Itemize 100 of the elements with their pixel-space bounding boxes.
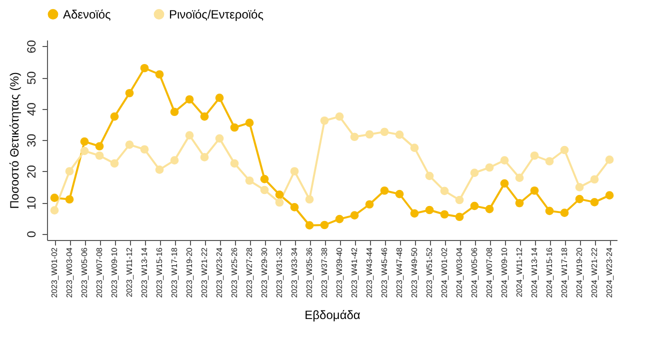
point — [125, 140, 134, 149]
point — [245, 176, 254, 185]
point — [305, 195, 314, 204]
point — [155, 166, 164, 174]
x-tick-label: 2023_W23-24 — [215, 246, 224, 298]
x-tick-label: 2024_W09-10 — [500, 246, 509, 298]
x-tick-label: 2023_W03-04 — [65, 246, 74, 298]
point — [365, 200, 374, 209]
point — [380, 128, 389, 136]
y-tick-label: 20 — [24, 164, 38, 178]
x-tick-label: 2023_W43-44 — [365, 246, 374, 298]
point — [515, 198, 524, 208]
point — [485, 163, 494, 172]
point — [110, 159, 119, 168]
point — [290, 203, 299, 212]
point — [290, 167, 299, 176]
point — [515, 174, 524, 182]
y-tick-label: 0 — [24, 230, 38, 238]
point — [245, 118, 254, 127]
point — [545, 157, 554, 166]
point — [140, 64, 149, 72]
x-tick-label: 2023_W11-12 — [125, 246, 134, 298]
point — [140, 145, 149, 154]
point — [215, 94, 224, 102]
x-tick-label: 2024_W07-08 — [485, 246, 494, 298]
point — [200, 153, 209, 162]
x-tick-label: 2024_W15-16 — [545, 246, 554, 298]
y-tick-label: 50 — [24, 71, 38, 85]
point — [155, 70, 164, 79]
point — [95, 142, 104, 150]
y-axis-title: Ποσοστό Θετικότητας (%) — [8, 72, 22, 209]
point — [440, 186, 449, 196]
point — [185, 131, 194, 140]
point — [470, 202, 479, 210]
point — [350, 132, 359, 142]
point — [545, 206, 554, 216]
point — [110, 112, 119, 121]
x-tick-label: 2023_W39-40 — [335, 246, 344, 298]
point — [500, 156, 509, 164]
x-tick-label: 2024_W13-14 — [530, 246, 539, 298]
point — [590, 175, 599, 184]
point — [575, 183, 584, 192]
point — [320, 220, 329, 230]
point — [575, 194, 584, 204]
point — [50, 206, 59, 214]
x-tick-label: 2023_W19-20 — [185, 246, 194, 298]
point — [185, 95, 194, 104]
x-tick-label: 2024_W17-18 — [560, 246, 569, 298]
x-tick-label: 2023_W33-34 — [290, 246, 299, 298]
x-axis-title: Εβδομάδα — [304, 308, 360, 322]
x-tick-label: 2023_W13-14 — [140, 246, 149, 298]
x-tick-label: 2023_W35-36 — [305, 246, 314, 298]
point — [605, 156, 614, 164]
x-tick-label: 2023_W47-48 — [395, 246, 404, 298]
point — [320, 116, 329, 125]
y-tick-label: 30 — [24, 134, 38, 148]
point — [125, 88, 134, 98]
legend-label: Ρινοϊός/Εντεροϊός — [169, 7, 264, 22]
point — [425, 206, 434, 214]
x-tick-label: 2024_W19-20 — [575, 246, 584, 298]
x-tick-label: 2023_W15-16 — [155, 246, 164, 298]
point — [395, 190, 404, 198]
x-tick-label: 2023_W37-38 — [320, 246, 329, 298]
point — [470, 168, 479, 177]
x-tick-label: 2023_W49-50 — [410, 246, 419, 298]
point — [275, 198, 284, 207]
x-tick-label: 2023_W25-26 — [230, 246, 239, 298]
point — [560, 208, 569, 217]
point — [380, 186, 389, 195]
legend-label: Αδενοϊός — [63, 7, 112, 22]
point — [485, 204, 494, 214]
x-tick-label: 2024_W01-02 — [440, 246, 449, 298]
point — [50, 194, 59, 202]
point — [335, 112, 344, 121]
point — [590, 198, 599, 206]
x-tick-label: 2023_W51-52 — [425, 246, 434, 298]
y-tick-label: 10 — [24, 196, 38, 210]
point — [365, 130, 374, 139]
point — [455, 212, 464, 222]
point — [395, 130, 404, 139]
point — [260, 186, 269, 194]
x-tick-label: 2024_W03-04 — [455, 246, 464, 298]
x-tick-label: 2023_W21-22 — [200, 246, 209, 298]
point — [215, 134, 224, 143]
point — [455, 196, 464, 204]
x-tick-label: 2023_W45-46 — [380, 246, 389, 298]
point — [410, 209, 419, 218]
point — [530, 186, 539, 195]
point — [170, 156, 179, 164]
y-tick-label: 60 — [24, 40, 38, 54]
x-tick-label: 2024_W21-22 — [590, 246, 599, 298]
point — [605, 191, 614, 200]
point — [530, 151, 539, 160]
point — [425, 172, 434, 180]
point — [275, 190, 284, 199]
point — [80, 146, 89, 156]
x-tick-label: 2023_W31-32 — [275, 246, 284, 298]
x-tick-label: 2023_W29-30 — [260, 246, 269, 298]
point — [65, 167, 74, 176]
x-tick-label: 2023_W09-10 — [110, 246, 119, 298]
